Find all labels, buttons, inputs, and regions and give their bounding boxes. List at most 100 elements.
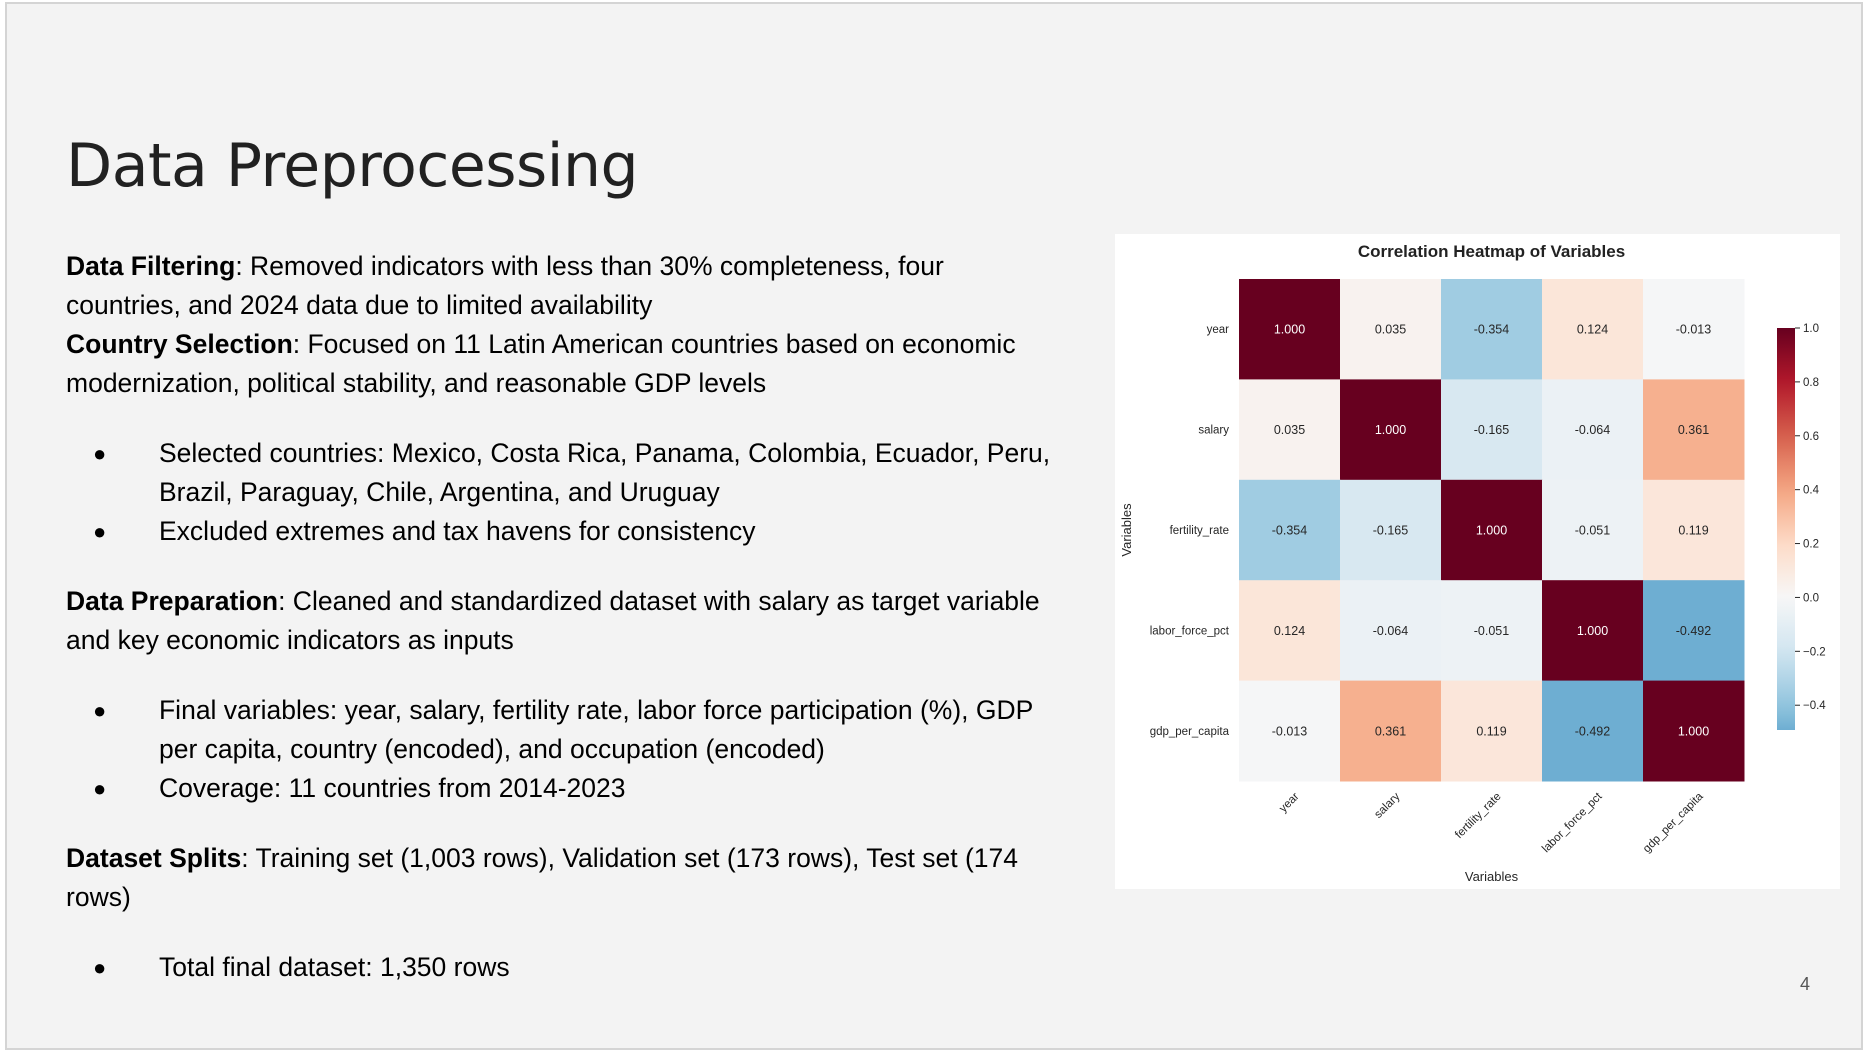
cell-value-label: 1.000 — [1274, 323, 1305, 337]
cell-value-label: -0.051 — [1474, 624, 1509, 638]
y-tick-label: gdp_per_capita — [1150, 726, 1230, 738]
x-tick-label: year — [1277, 791, 1301, 815]
colorbar — [1777, 328, 1795, 730]
cell-value-label: 0.124 — [1274, 624, 1305, 638]
correlation-heatmap-figure: Correlation Heatmap of Variables 1.000 0.0… — [1115, 234, 1840, 889]
cell-value-label: 1.000 — [1476, 524, 1507, 538]
heatmap-cell — [1643, 680, 1745, 782]
heatmap-cell — [1542, 379, 1644, 481]
slide: Data Preprocessing Data Filtering: Remov… — [5, 2, 1863, 1050]
filtering-label: Data Filtering — [66, 251, 236, 281]
colorbar-tick-label: 0.8 — [1803, 377, 1819, 389]
colorbar-tick-label: −0.4 — [1803, 700, 1826, 712]
bullet-icon: ● — [93, 698, 107, 723]
splits-bullet-list: ● Total final dataset: 1,350 rows — [66, 948, 1056, 987]
cell-value-label: 1.000 — [1375, 423, 1406, 437]
preparation-bullet-list: ● Final variables: year, salary, fertilit… — [66, 691, 1056, 808]
cell-value-label: -0.051 — [1575, 524, 1610, 538]
y-tick-label: year — [1207, 324, 1230, 336]
heatmap-cell — [1239, 680, 1341, 782]
heatmap-cell — [1340, 279, 1442, 380]
y-tick-label: salary — [1198, 425, 1229, 437]
heatmap-cell — [1441, 479, 1543, 581]
x-axis-label: Variables — [1465, 869, 1519, 884]
cell-value-label: -0.492 — [1676, 624, 1711, 638]
selection-bullet-list: ● Selected countries: Mexico, Costa Rica,… — [66, 434, 1056, 551]
heatmap-cell — [1542, 279, 1644, 380]
heatmap-cell — [1542, 680, 1644, 782]
heatmap-cell — [1441, 379, 1543, 481]
cell-value-label: -0.165 — [1373, 524, 1408, 538]
splits-paragraph: Dataset Splits: Training set (1,003 rows… — [66, 839, 1056, 917]
y-tick-label: fertility_rate — [1170, 525, 1229, 537]
cell-value-label: 1.000 — [1678, 724, 1709, 738]
cell-value-label: 0.124 — [1577, 323, 1608, 337]
selection-label: Country Selection — [66, 329, 293, 359]
heatmap-cell — [1239, 580, 1341, 682]
filtering-text: : Removed indicators with less than 30% … — [66, 251, 944, 320]
heatmap-cell — [1643, 279, 1745, 380]
colorbar-tick-label: 1.0 — [1803, 323, 1819, 335]
heatmap-cell — [1643, 379, 1745, 481]
cell-value-label: 0.119 — [1678, 524, 1708, 538]
heatmap-cell — [1441, 680, 1543, 782]
heatmap-cell — [1239, 379, 1341, 481]
x-tick-label: labor_force_pct — [1540, 790, 1605, 855]
heatmap-cell — [1542, 479, 1644, 581]
list-item: ● Final variables: year, salary, fertilit… — [66, 691, 1056, 769]
heatmap-cell — [1542, 580, 1644, 682]
colorbar-tick-label: 0.0 — [1803, 592, 1819, 604]
x-tick-label: gdp_per_capita — [1641, 790, 1706, 855]
list-item: ● Coverage: 11 countries from 2014-2023 — [66, 769, 1056, 808]
slide-body: Data Filtering: Removed indicators with … — [66, 247, 1056, 987]
x-tick-label: salary — [1372, 790, 1402, 820]
heatmap-cell — [1340, 479, 1442, 581]
colorbar-tick-label: 0.4 — [1803, 485, 1820, 497]
page-number: 4 — [1800, 974, 1811, 994]
heatmap-chart: Correlation Heatmap of Variables 1.000 0.0… — [1119, 242, 1826, 884]
preparation-label: Data Preparation — [66, 586, 279, 616]
heatmap-cell — [1239, 479, 1341, 581]
heatmap-cell — [1340, 680, 1442, 782]
splits-label: Dataset Splits — [66, 843, 242, 873]
cell-value-label: -0.165 — [1474, 423, 1509, 437]
cell-value-label: 0.035 — [1274, 423, 1305, 437]
cell-value-label: 0.361 — [1375, 724, 1406, 738]
cell-value-label: 1.000 — [1577, 624, 1608, 638]
filtering-paragraph: Data Filtering: Removed indicators with … — [66, 247, 1056, 325]
preparation-paragraph: Data Preparation: Cleaned and standardiz… — [66, 582, 1056, 660]
cell-value-label: -0.013 — [1676, 323, 1711, 337]
cell-value-label: -0.354 — [1272, 524, 1307, 538]
x-tick-label: fertility_rate — [1453, 791, 1504, 842]
cell-value-label: 0.361 — [1678, 423, 1709, 437]
cell-value-label: -0.013 — [1272, 724, 1307, 738]
cell-value-label: -0.064 — [1575, 423, 1610, 437]
cell-value-label: -0.492 — [1575, 724, 1610, 738]
colorbar-tick-label: −0.2 — [1803, 646, 1826, 658]
list-item: ● Excluded extremes and tax havens for co… — [66, 512, 1056, 551]
list-item: ● Total final dataset: 1,350 rows — [66, 948, 1056, 987]
heatmap-cell — [1441, 580, 1543, 682]
heatmap-cell — [1441, 279, 1543, 380]
chart-title: Correlation Heatmap of Variables — [1358, 242, 1625, 261]
bullet-icon: ● — [93, 441, 107, 466]
y-axis-label: Variables — [1119, 503, 1134, 557]
slide-title: Data Preprocessing — [66, 131, 639, 201]
y-tick-label: labor_force_pct — [1150, 625, 1230, 637]
bullet-icon: ● — [93, 519, 107, 544]
cell-value-label: 0.035 — [1375, 323, 1406, 337]
heatmap-cell — [1643, 580, 1745, 682]
selection-text: : Focused on 11 Latin American countries… — [66, 329, 1016, 398]
selection-paragraph: Country Selection: Focused on 11 Latin A… — [66, 325, 1056, 403]
heatmap-cell — [1340, 379, 1442, 481]
cell-value-label: -0.064 — [1373, 624, 1408, 638]
colorbar-tick-label: 0.2 — [1803, 539, 1819, 551]
list-item: ● Selected countries: Mexico, Costa Rica,… — [66, 434, 1056, 512]
cell-value-label: -0.354 — [1474, 323, 1509, 337]
heatmap-cell — [1340, 580, 1442, 682]
preparation-text: : Cleaned and standardized dataset with … — [66, 586, 1040, 655]
bullet-icon: ● — [93, 776, 107, 801]
heatmap-cell — [1239, 279, 1341, 380]
cell-value-label: 0.119 — [1476, 724, 1506, 738]
colorbar-tick-label: 0.6 — [1803, 431, 1819, 443]
